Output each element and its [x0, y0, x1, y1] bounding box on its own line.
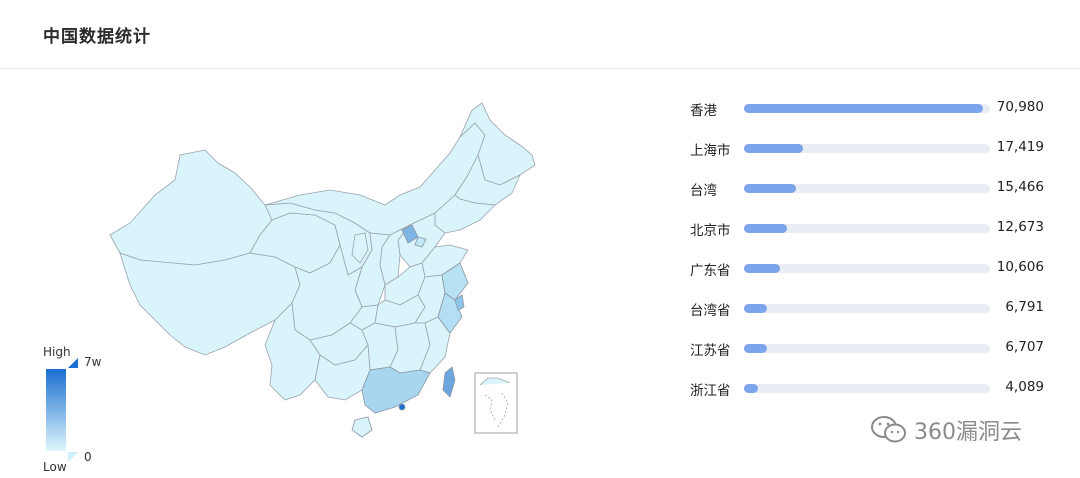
watermark-text: 360漏洞云	[914, 420, 1022, 445]
region-guangxi	[314, 344, 371, 401]
bar-row[interactable]: 广东省 10,606	[680, 248, 1060, 288]
bar-fill[interactable]	[744, 264, 780, 273]
bar-value-label: 4,089	[1005, 379, 1044, 395]
header: 中国数据统计	[0, 0, 1080, 69]
region-yunnan	[264, 302, 321, 401]
legend-min-label: 0	[84, 450, 92, 464]
bar-category-label: 江苏省	[690, 343, 731, 359]
legend-low-label: Low	[43, 460, 67, 474]
bar-track	[744, 384, 990, 393]
region-taiwan	[442, 366, 456, 398]
bar-category-label: 台湾省	[690, 303, 731, 319]
bar-value-label: 17,419	[996, 139, 1044, 155]
region-guangdong	[361, 366, 431, 414]
legend-gradient-bar[interactable]	[46, 369, 66, 451]
bar-fill[interactable]	[744, 384, 758, 393]
bar-category-label: 香港	[690, 103, 717, 119]
bar-category-label: 北京市	[690, 223, 731, 239]
bar-value-label: 6,707	[1005, 339, 1044, 355]
bar-value-label: 6,791	[1005, 299, 1044, 315]
bar-fill[interactable]	[744, 224, 787, 233]
region-hainan	[351, 416, 373, 438]
bar-track	[744, 144, 990, 153]
region-jiangsu	[441, 262, 469, 301]
bar-row[interactable]: 香港 70,980	[680, 88, 1060, 128]
bar-category-label: 台湾	[690, 183, 717, 199]
bar-fill[interactable]	[744, 144, 803, 153]
bar-value-label: 12,673	[996, 219, 1044, 235]
region-xinjiang	[109, 149, 273, 266]
ranking-bar-chart: 香港 70,980 上海市 17,419 台湾 15,466 北京市 12,673 广东省 10,…	[680, 88, 1060, 408]
visual-map-legend[interactable]: High 7w 0 Low	[40, 345, 120, 475]
region-ningxia	[351, 232, 369, 264]
bar-category-label: 浙江省	[690, 383, 731, 399]
bar-row[interactable]: 台湾 15,466	[680, 168, 1060, 208]
wechat-icon	[871, 416, 906, 443]
bar-fill[interactable]	[744, 304, 767, 313]
bar-track	[744, 344, 990, 353]
bar-track	[744, 184, 990, 193]
bar-value-label: 70,980	[996, 99, 1044, 115]
china-map[interactable]	[100, 95, 545, 445]
bar-track	[744, 104, 990, 113]
legend-max-handle[interactable]	[68, 358, 78, 368]
bar-row[interactable]: 北京市 12,673	[680, 208, 1060, 248]
bar-row[interactable]: 台湾省 6,791	[680, 288, 1060, 328]
region-shanghai	[454, 294, 465, 311]
bar-track	[744, 264, 990, 273]
legend-max-label: 7w	[84, 355, 102, 369]
bar-track	[744, 304, 990, 313]
bar-fill[interactable]	[744, 104, 984, 113]
bar-value-label: 15,466	[996, 179, 1044, 195]
bar-track	[744, 224, 990, 233]
watermark: 360漏洞云	[870, 413, 1022, 447]
bar-value-label: 10,606	[996, 259, 1044, 275]
bar-category-label: 广东省	[690, 263, 731, 279]
bar-category-label: 上海市	[690, 143, 731, 159]
region-hongkong	[398, 403, 406, 411]
legend-high-label: High	[43, 345, 71, 359]
region-heilongjiang	[459, 102, 536, 186]
bar-fill[interactable]	[744, 184, 797, 193]
bar-row[interactable]: 上海市 17,419	[680, 128, 1060, 168]
legend-min-handle[interactable]	[68, 452, 78, 462]
south-china-sea-inset	[474, 372, 518, 434]
page-title: 中国数据统计	[43, 27, 151, 47]
china-map-svg	[109, 102, 536, 438]
bar-row[interactable]: 江苏省 6,707	[680, 328, 1060, 368]
region-tianjin	[414, 236, 427, 248]
bar-row[interactable]: 浙江省 4,089	[680, 368, 1060, 408]
bar-fill[interactable]	[744, 344, 767, 353]
